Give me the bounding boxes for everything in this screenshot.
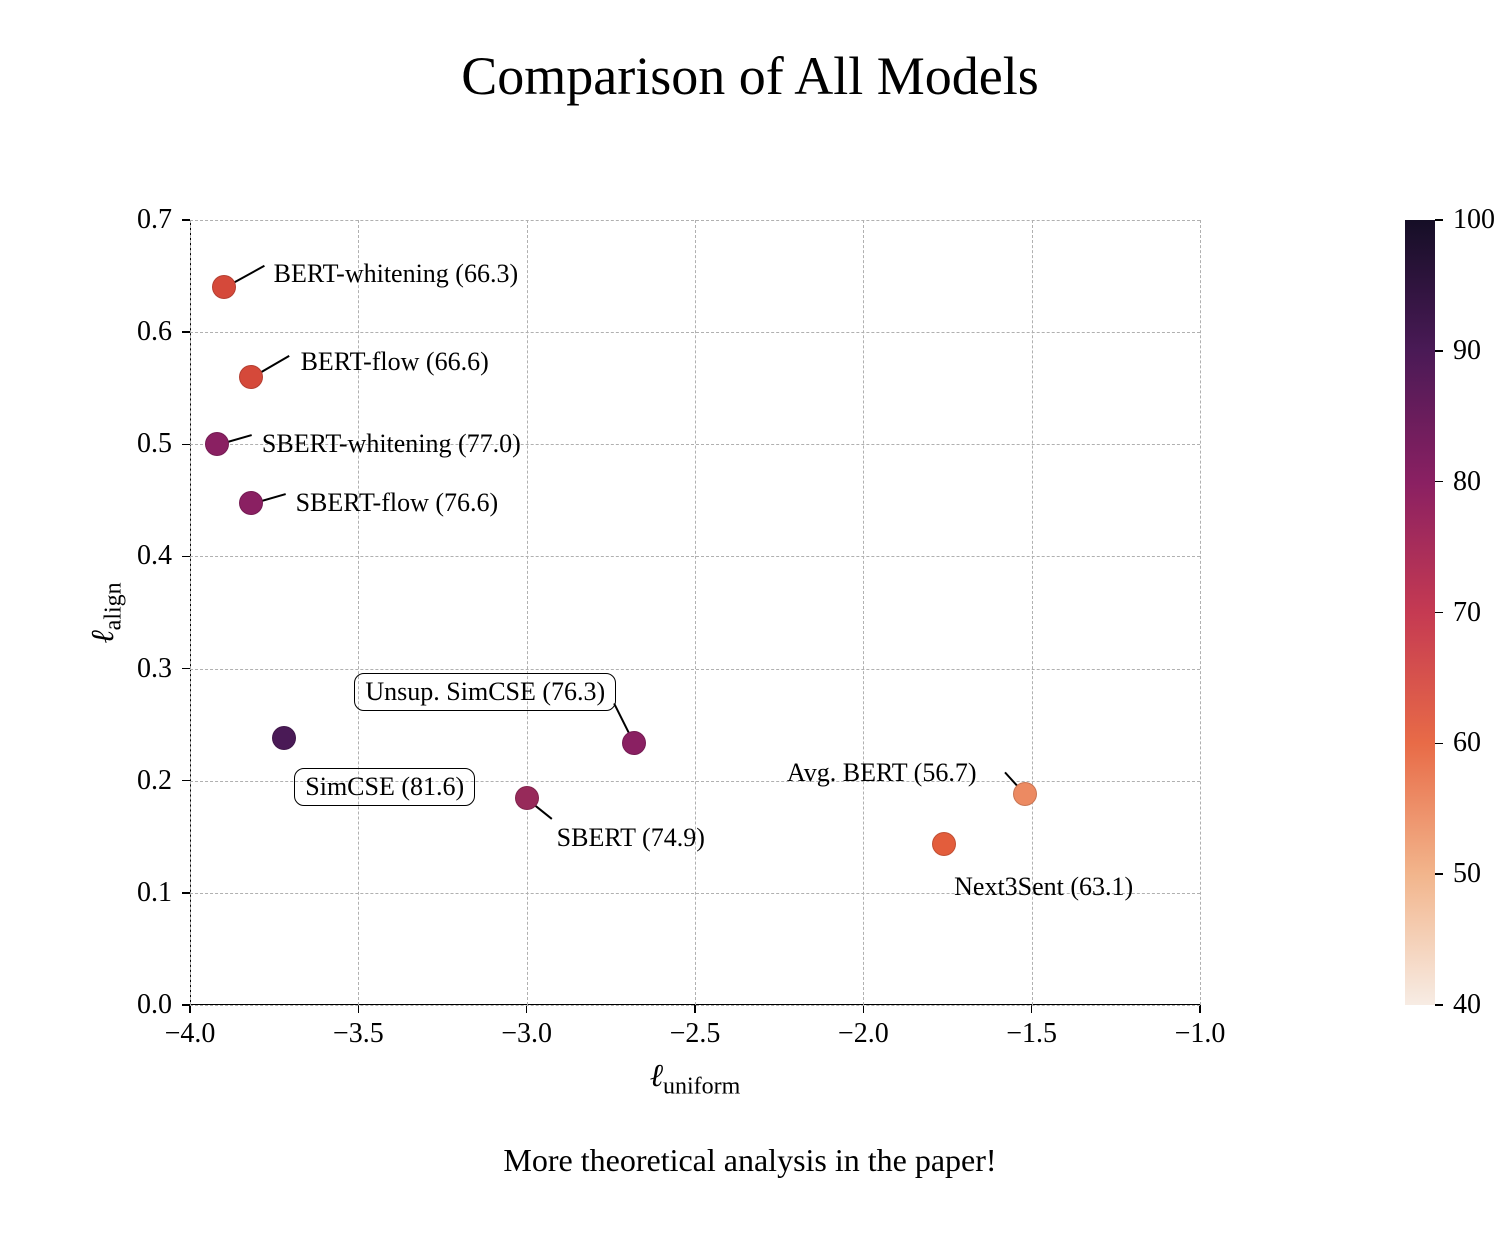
data-point-simcse: [272, 726, 296, 750]
colorbar-tick-label: 70: [1453, 597, 1481, 629]
gridline-v: [695, 220, 696, 1005]
data-point-sbert-flow: [239, 491, 263, 515]
gridline-h: [190, 1005, 1200, 1006]
data-point-unsup-simcse: [622, 731, 646, 755]
gridline-v: [190, 220, 191, 1005]
x-axis-label: ℓuniform: [650, 1057, 741, 1100]
x-tick: [526, 1005, 528, 1013]
colorbar-gradient: [1405, 220, 1435, 1005]
y-tick-label: 0.7: [137, 204, 172, 236]
data-label-bert-flow: BERT-flow (66.6): [301, 347, 489, 377]
gridline-v: [527, 220, 528, 1005]
y-tick: [182, 668, 190, 670]
data-label-avg-bert: Avg. BERT (56.7): [787, 758, 977, 788]
y-tick-label: 0.5: [137, 428, 172, 460]
y-tick: [182, 556, 190, 558]
x-tick-label: −3.0: [501, 1018, 552, 1050]
data-label-sbert-flow: SBERT-flow (76.6): [296, 488, 499, 518]
y-tick: [182, 444, 190, 446]
gridline-v: [358, 220, 359, 1005]
x-tick: [358, 1005, 360, 1013]
data-label-sbert: SBERT (74.9): [557, 823, 705, 853]
gridline-v: [1200, 220, 1201, 1005]
y-tick: [182, 219, 190, 221]
scatter-plot: ℓuniform ℓalign −4.0−3.5−3.0−2.5−2.0−1.5…: [190, 220, 1200, 1005]
y-tick-label: 0.1: [137, 877, 172, 909]
colorbar-tick: [1435, 1004, 1443, 1006]
gridline-h: [190, 556, 1200, 557]
colorbar-tick-label: 50: [1453, 858, 1481, 890]
x-tick: [863, 1005, 865, 1013]
y-tick: [182, 780, 190, 782]
y-tick: [182, 892, 190, 894]
colorbar-tick: [1435, 219, 1443, 221]
gridline-h: [190, 220, 1200, 221]
x-tick-label: −2.0: [838, 1018, 889, 1050]
colorbar-tick: [1435, 350, 1443, 352]
data-point-sbert: [515, 786, 539, 810]
data-point-bert-whitening: [212, 275, 236, 299]
colorbar: 405060708090100: [1405, 220, 1435, 1005]
data-label-sbert-whitening: SBERT-whitening (77.0): [262, 429, 521, 459]
data-label-next3sent: Next3Sent (63.1): [954, 872, 1133, 902]
y-axis-symbol: ℓ: [84, 630, 120, 643]
colorbar-tick: [1435, 873, 1443, 875]
x-axis-symbol: ℓ: [650, 1057, 663, 1093]
gridline-h: [190, 669, 1200, 670]
data-point-avg-bert: [1013, 782, 1037, 806]
y-tick: [182, 1004, 190, 1006]
data-point-bert-flow: [239, 365, 263, 389]
colorbar-tick: [1435, 612, 1443, 614]
colorbar-tick: [1435, 481, 1443, 483]
y-tick-label: 0.0: [137, 989, 172, 1021]
y-tick-label: 0.2: [137, 765, 172, 797]
data-label-unsup-simcse: Unsup. SimCSE (76.3): [354, 673, 616, 711]
gridline-v: [863, 220, 864, 1005]
gridline-h: [190, 332, 1200, 333]
y-tick-label: 0.4: [137, 540, 172, 572]
colorbar-tick-label: 80: [1453, 466, 1481, 498]
data-label-simcse: SimCSE (81.6): [294, 768, 475, 806]
y-tick-label: 0.6: [137, 316, 172, 348]
x-tick: [1031, 1005, 1033, 1013]
colorbar-tick-label: 90: [1453, 335, 1481, 367]
y-tick-label: 0.3: [137, 653, 172, 685]
chart-subtitle: More theoretical analysis in the paper!: [0, 1142, 1500, 1179]
x-tick-label: −4.0: [165, 1018, 216, 1050]
colorbar-tick-label: 40: [1453, 989, 1481, 1021]
x-tick-label: −3.5: [333, 1018, 384, 1050]
y-tick: [182, 331, 190, 333]
x-tick-label: −2.5: [670, 1018, 721, 1050]
x-tick: [189, 1005, 191, 1013]
colorbar-tick-label: 60: [1453, 727, 1481, 759]
x-tick: [1199, 1005, 1201, 1013]
colorbar-tick-label: 100: [1453, 204, 1495, 236]
data-label-bert-whitening: BERT-whitening (66.3): [274, 259, 518, 289]
chart-title: Comparison of All Models: [0, 45, 1500, 107]
x-axis-subscript: uniform: [663, 1073, 740, 1099]
x-tick: [694, 1005, 696, 1013]
x-tick-label: −1.0: [1175, 1018, 1226, 1050]
x-tick-label: −1.5: [1006, 1018, 1057, 1050]
y-axis-subscript: align: [100, 582, 126, 630]
y-axis-label: ℓalign: [84, 582, 127, 643]
data-point-next3sent: [932, 832, 956, 856]
colorbar-tick: [1435, 743, 1443, 745]
data-point-sbert-whitening: [205, 432, 229, 456]
